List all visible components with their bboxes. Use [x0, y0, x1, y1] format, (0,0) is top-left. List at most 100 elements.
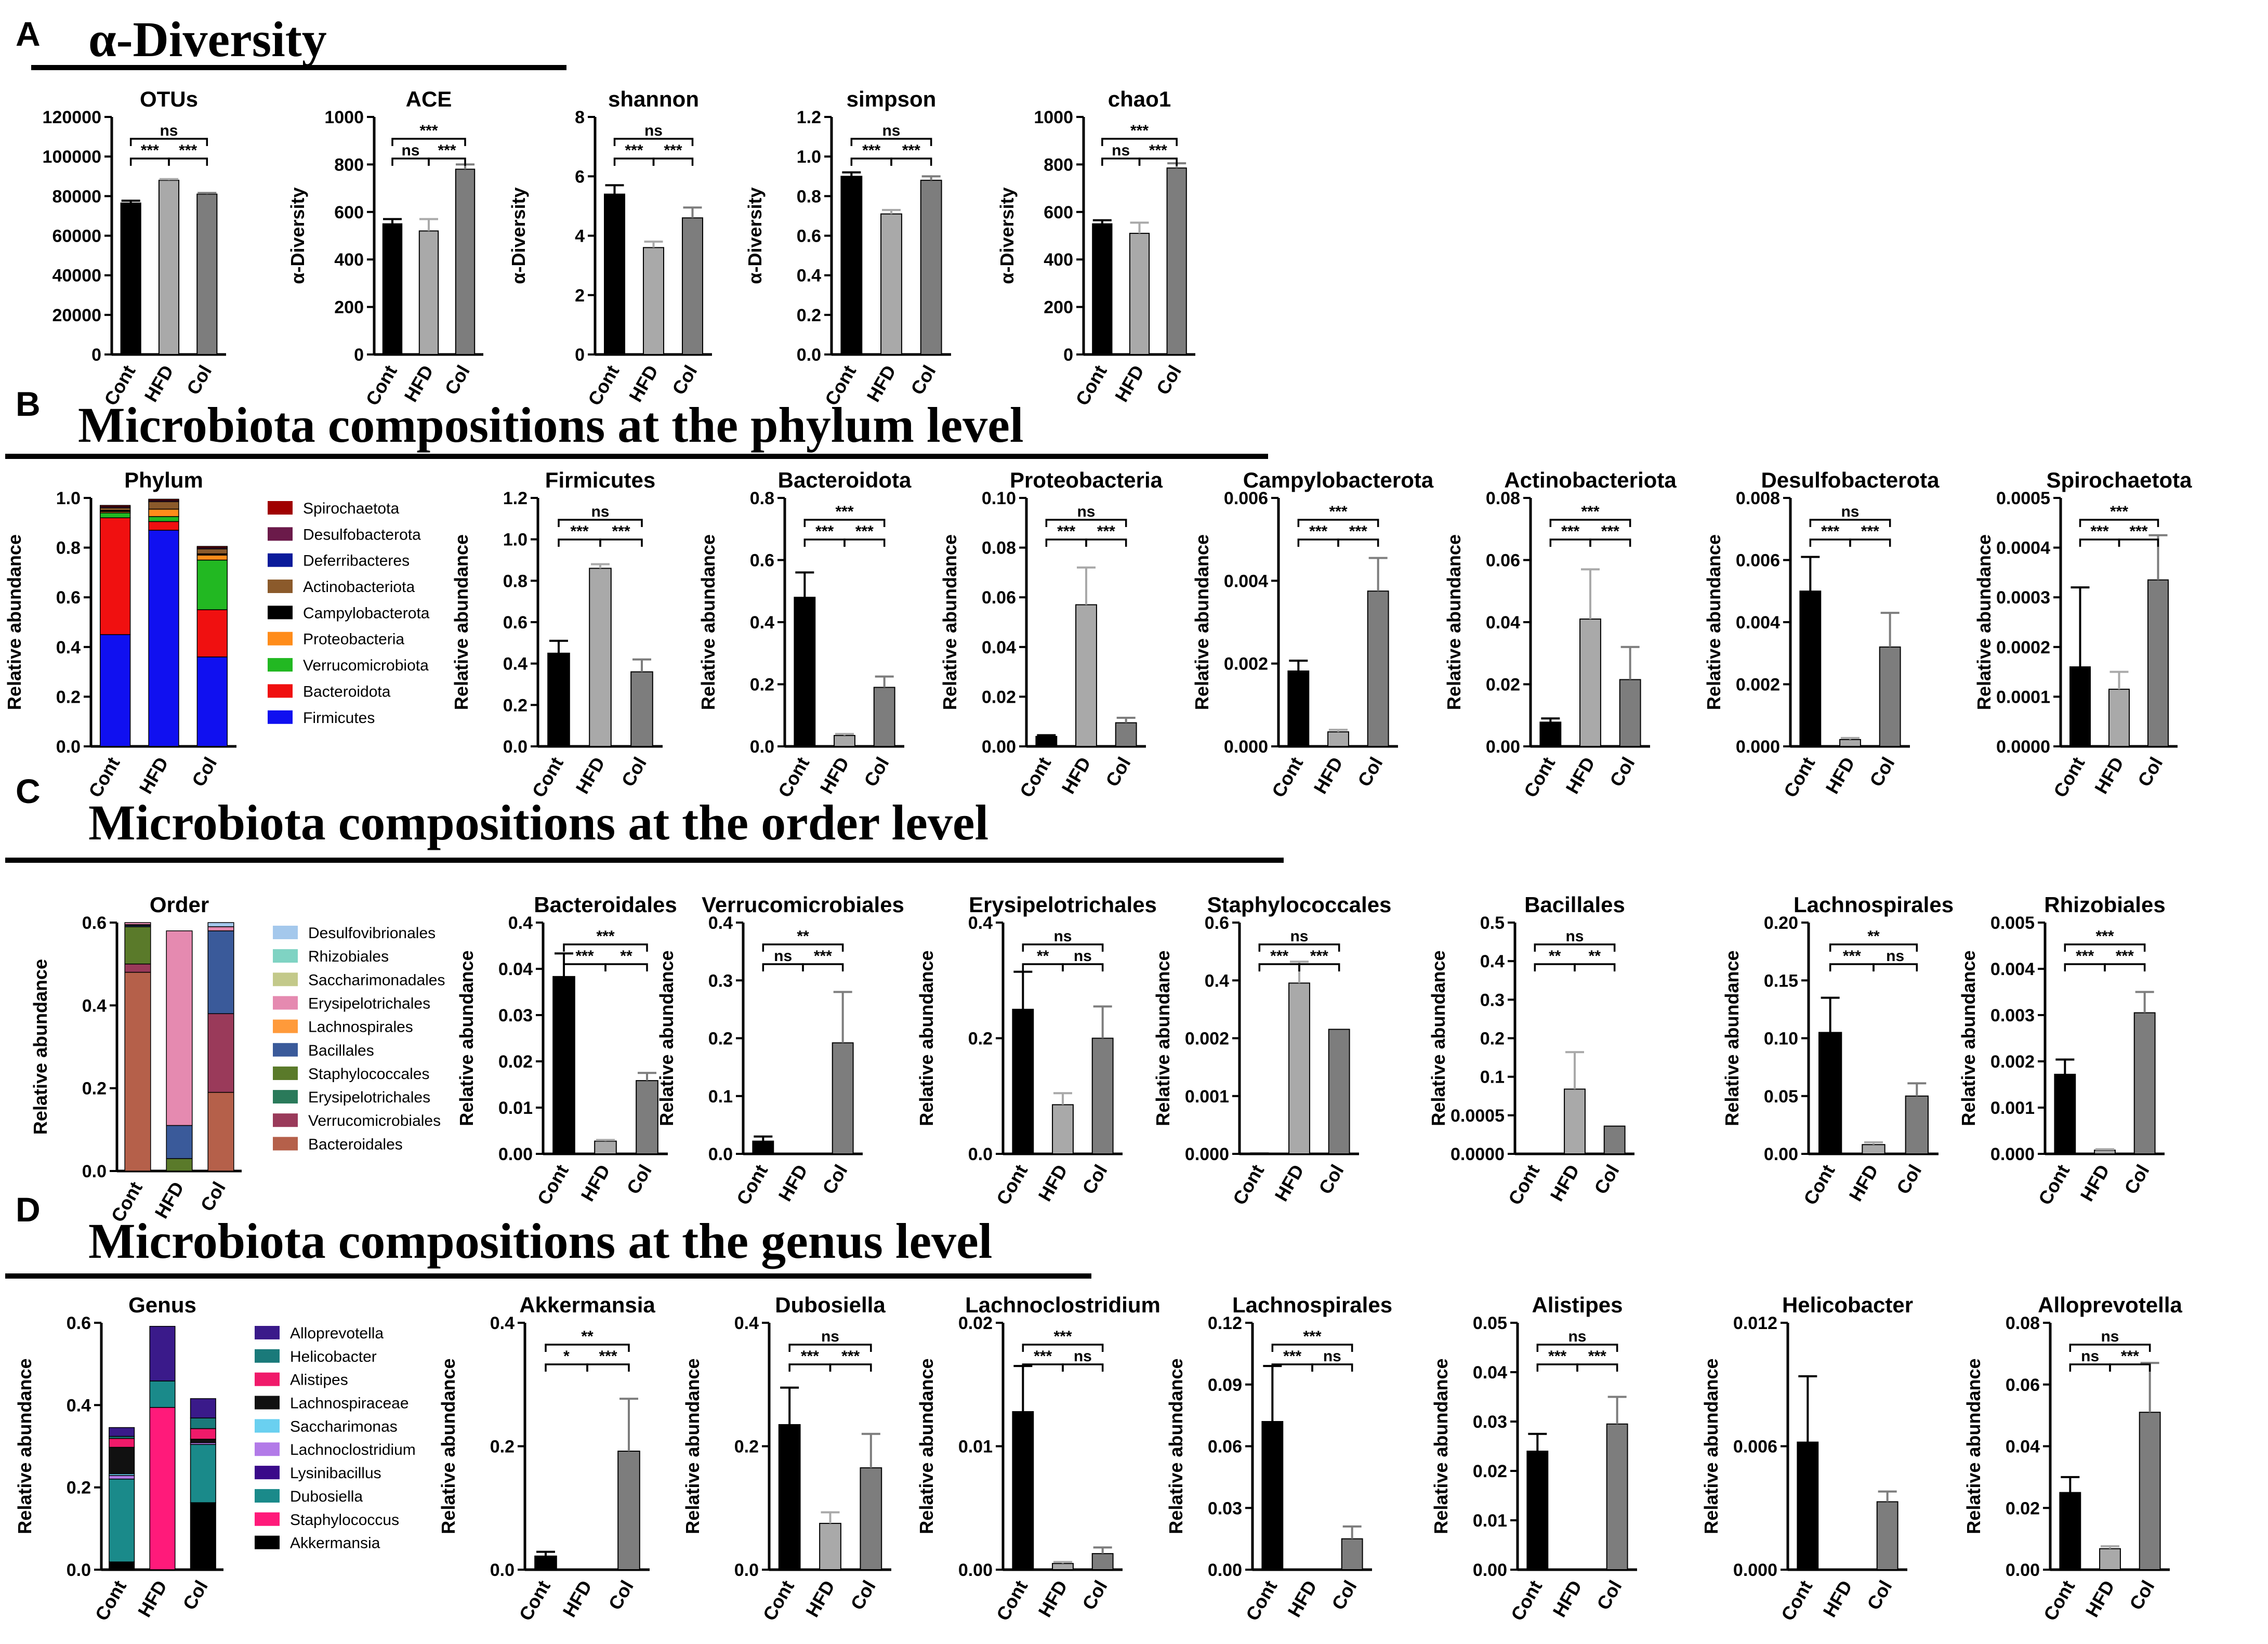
significance-label: *** — [1097, 523, 1115, 540]
significance-label: ns — [1074, 1348, 1092, 1365]
y-axis-label: Relative abundance — [438, 1358, 459, 1534]
significance-bracket — [2118, 538, 2159, 547]
significance-bracket — [1101, 157, 1141, 166]
y-tick-label: 60000 — [52, 227, 101, 246]
significance-label: *** — [1561, 523, 1579, 540]
significance-bracket — [613, 157, 655, 166]
stack-segment — [190, 1398, 216, 1418]
bar — [1091, 1553, 1114, 1570]
y-axis-label: Relative abundance — [656, 950, 677, 1126]
bar — [1818, 1032, 1842, 1154]
y-tick-label: 0.06 — [2006, 1375, 2040, 1395]
y-tick-label: 40000 — [52, 266, 101, 286]
x-tick-label: HFD — [576, 1161, 614, 1205]
x-tick-label: Cont — [533, 1161, 572, 1208]
stack-segment — [109, 1475, 135, 1480]
y-tick-label: 0.0 — [968, 1145, 993, 1164]
chart-title: Alloprevotella — [2038, 1293, 2182, 1317]
y-tick-label: 0.04 — [1486, 613, 1520, 633]
y-tick-label: 120000 — [43, 108, 101, 127]
significance-bracket — [599, 538, 643, 547]
x-tick-label: Col — [2133, 754, 2167, 791]
bar — [873, 687, 895, 747]
y-tick-label: 0.2 — [490, 1437, 515, 1457]
bar — [1799, 590, 1822, 747]
x-tick-label: Col — [668, 362, 702, 399]
bar — [1129, 232, 1150, 355]
significance-bracket — [1045, 519, 1127, 527]
section-c-header: C Microbiota compositions at the order l… — [5, 772, 1284, 863]
significance-label: *** — [141, 142, 159, 159]
y-tick-label: 0.004 — [1224, 571, 1268, 591]
significance-bracket — [1589, 538, 1631, 547]
significance-label: ns — [401, 142, 419, 159]
y-tick-label: 0.0002 — [1996, 638, 2050, 657]
significance-label: *** — [664, 142, 682, 159]
y-tick-label: 0.6 — [1205, 913, 1229, 933]
significance-label: *** — [596, 928, 614, 945]
bar — [834, 735, 855, 747]
chart-desulfobacterota: Desulfobacterota 0.000 0.002 0.004 0.006 0.00… — [1703, 468, 1940, 801]
y-tick-label: 8 — [575, 108, 585, 127]
significance-label: *** — [855, 523, 874, 540]
y-tick-label: 0.6 — [750, 551, 774, 571]
legend-swatch — [255, 1419, 280, 1433]
y-tick-label: 0.02 — [1486, 675, 1520, 695]
x-tick-label: HFD — [558, 1577, 596, 1621]
y-tick-label: 0.10 — [1764, 1029, 1798, 1049]
x-tick-label: Cont — [1229, 1161, 1268, 1208]
bar — [752, 1140, 774, 1154]
legend-swatch — [268, 710, 293, 724]
y-tick-label: 0 — [575, 345, 585, 365]
y-tick-label: 0.002 — [1185, 1029, 1229, 1049]
bar — [604, 193, 625, 355]
y-tick-label: 0.0000 — [1996, 737, 2050, 757]
legend-swatch — [268, 606, 293, 620]
bar — [1606, 1423, 1628, 1570]
y-tick-label: 0.02 — [2006, 1498, 2040, 1518]
significance-label: *** — [438, 142, 456, 159]
stack-segment — [207, 926, 234, 931]
y-axis-label: α-Diversity — [744, 187, 766, 284]
significance-label: ns — [2101, 1328, 2119, 1345]
chart-rhizobiales: Rhizobiales 0.000 0.001 0.002 0.003 0.004 0.00… — [1958, 892, 2166, 1208]
significance-label: *** — [1349, 523, 1367, 540]
significance-label: ns — [882, 122, 900, 139]
y-tick-label: 4 — [575, 227, 585, 246]
significance-label: *** — [801, 1348, 819, 1365]
legend-label: Akkermansia — [290, 1535, 380, 1552]
x-tick-label: Col — [1865, 754, 1899, 791]
significance-bracket — [558, 519, 643, 527]
bar — [1035, 735, 1058, 747]
significance-label: ns — [1290, 928, 1308, 945]
legend-label: Lachnoclostridium — [290, 1441, 416, 1458]
bar — [158, 179, 180, 355]
stack-segment — [148, 508, 179, 517]
y-tick-label: 400 — [1044, 250, 1073, 270]
y-tick-label: 0.000 — [1185, 1145, 1229, 1164]
bar — [2147, 579, 2169, 747]
chart-akkermansia: Akkermansia 0.0 0.2 0.4 Relative abundance Co… — [438, 1293, 655, 1624]
stack-segment — [99, 505, 131, 507]
y-tick-label: 0.3 — [1480, 990, 1505, 1010]
stack-segment — [109, 1478, 135, 1562]
significance-bracket — [1022, 943, 1104, 952]
significance-label: ns — [1112, 142, 1130, 159]
bar — [1012, 1008, 1034, 1154]
bar — [860, 1467, 882, 1570]
y-tick-label: 0.4 — [734, 1313, 759, 1333]
significance-label: ns — [591, 503, 609, 520]
x-tick-label: Cont — [2049, 753, 2089, 800]
y-tick-label: 0.000 — [1733, 1560, 1777, 1580]
significance-bracket — [563, 963, 606, 971]
bar — [1862, 1144, 1885, 1154]
significance-bracket — [803, 538, 846, 547]
legend-swatch — [268, 658, 293, 672]
chart-title: Bacteroidota — [778, 468, 912, 492]
chart-chao1: chao1 0 200 400 600 800 1000 α-Diversity Cont HFD… — [996, 87, 1195, 409]
significance-bracket — [1829, 963, 1875, 971]
legend-swatch — [273, 926, 298, 939]
chart-title: Spirochaetota — [2046, 468, 2192, 492]
x-tick-label: HFD — [1309, 754, 1347, 798]
